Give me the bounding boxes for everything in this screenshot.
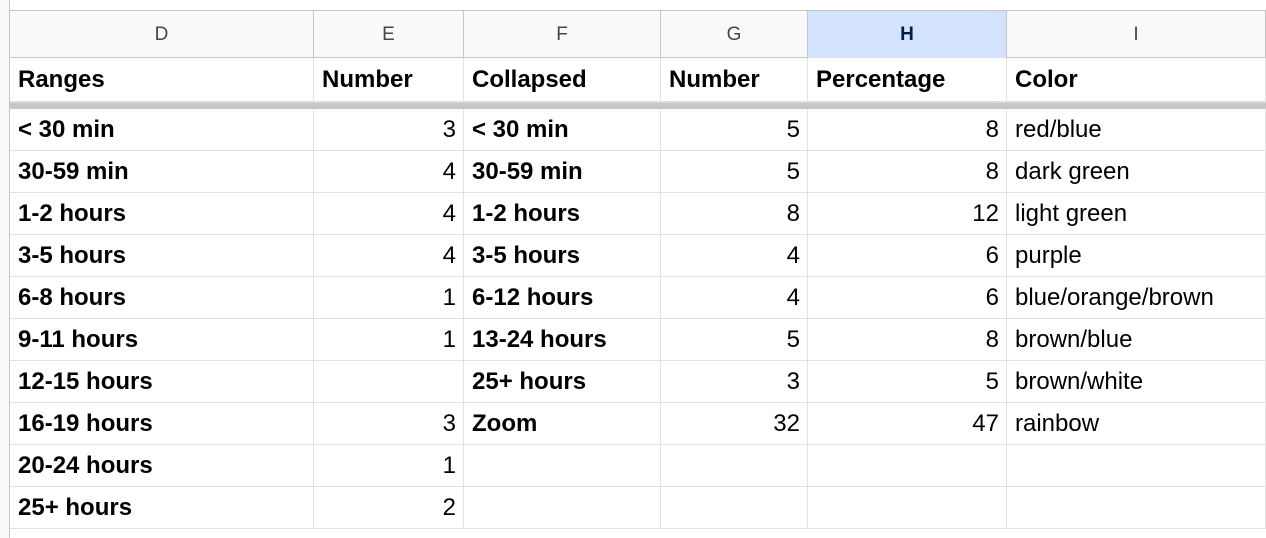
color-cell[interactable]: brown/blue bbox=[1007, 319, 1266, 360]
range-cell[interactable]: 30-59 min bbox=[10, 151, 314, 192]
number-cell[interactable]: 4 bbox=[314, 235, 464, 276]
collapsed-number-cell[interactable]: 5 bbox=[661, 319, 808, 360]
header-cell-number-2[interactable]: Number bbox=[661, 58, 808, 101]
header-cell-color[interactable]: Color bbox=[1007, 58, 1266, 101]
header-cell-percentage[interactable]: Percentage bbox=[808, 58, 1007, 101]
header-cell-number[interactable]: Number bbox=[314, 58, 464, 101]
collapsed-cell[interactable]: 1-2 hours bbox=[464, 193, 661, 234]
number-cell[interactable]: 1 bbox=[314, 319, 464, 360]
range-cell[interactable]: 1-2 hours bbox=[10, 193, 314, 234]
column-header-e[interactable]: E bbox=[314, 11, 464, 58]
column-header-f[interactable]: F bbox=[464, 11, 661, 58]
row-header-strip bbox=[0, 0, 10, 538]
table-row: 6-8 hours 1 6-12 hours 4 6 blue/orange/brown bbox=[10, 277, 1266, 319]
range-cell[interactable]: < 30 min bbox=[10, 109, 314, 150]
number-cell[interactable]: 4 bbox=[314, 151, 464, 192]
collapsed-number-cell[interactable] bbox=[661, 487, 808, 528]
collapsed-number-cell[interactable]: 5 bbox=[661, 109, 808, 150]
range-cell[interactable]: 3-5 hours bbox=[10, 235, 314, 276]
table-row: 30-59 min 4 30-59 min 5 8 dark green bbox=[10, 151, 1266, 193]
collapsed-cell[interactable] bbox=[464, 445, 661, 486]
table-row: 1-2 hours 4 1-2 hours 8 12 light green bbox=[10, 193, 1266, 235]
collapsed-cell[interactable]: < 30 min bbox=[464, 109, 661, 150]
frozen-row-divider[interactable] bbox=[10, 101, 1266, 109]
color-cell[interactable]: blue/orange/brown bbox=[1007, 277, 1266, 318]
color-cell[interactable]: red/blue bbox=[1007, 109, 1266, 150]
percentage-cell[interactable]: 8 bbox=[808, 319, 1007, 360]
percentage-cell[interactable]: 47 bbox=[808, 403, 1007, 444]
collapsed-number-cell[interactable]: 3 bbox=[661, 361, 808, 402]
percentage-cell[interactable]: 8 bbox=[808, 151, 1007, 192]
collapsed-number-cell[interactable]: 5 bbox=[661, 151, 808, 192]
table-row: 25+ hours 2 bbox=[10, 487, 1266, 529]
header-row: Ranges Number Collapsed Number Percentag… bbox=[10, 58, 1266, 101]
color-cell[interactable]: light green bbox=[1007, 193, 1266, 234]
table-row: 3-5 hours 4 3-5 hours 4 6 purple bbox=[10, 235, 1266, 277]
column-header-g[interactable]: G bbox=[661, 11, 808, 58]
number-cell[interactable] bbox=[314, 361, 464, 402]
table-row: 16-19 hours 3 Zoom 32 47 rainbow bbox=[10, 403, 1266, 445]
collapsed-cell[interactable]: Zoom bbox=[464, 403, 661, 444]
percentage-cell[interactable]: 12 bbox=[808, 193, 1007, 234]
collapsed-number-cell[interactable]: 32 bbox=[661, 403, 808, 444]
number-cell[interactable]: 2 bbox=[314, 487, 464, 528]
cell-grid: Ranges Number Collapsed Number Percentag… bbox=[10, 58, 1266, 529]
number-cell[interactable]: 4 bbox=[314, 193, 464, 234]
table-row: 20-24 hours 1 bbox=[10, 445, 1266, 487]
number-cell[interactable]: 3 bbox=[314, 403, 464, 444]
collapsed-cell[interactable]: 3-5 hours bbox=[464, 235, 661, 276]
column-header-h[interactable]: H bbox=[808, 11, 1007, 58]
percentage-cell[interactable] bbox=[808, 487, 1007, 528]
color-cell[interactable] bbox=[1007, 487, 1266, 528]
collapsed-cell[interactable]: 25+ hours bbox=[464, 361, 661, 402]
percentage-cell[interactable]: 5 bbox=[808, 361, 1007, 402]
header-cell-ranges[interactable]: Ranges bbox=[10, 58, 314, 101]
color-cell[interactable] bbox=[1007, 445, 1266, 486]
header-cell-collapsed[interactable]: Collapsed bbox=[464, 58, 661, 101]
top-spacer bbox=[0, 0, 1266, 10]
collapsed-cell[interactable]: 6-12 hours bbox=[464, 277, 661, 318]
collapsed-number-cell[interactable]: 4 bbox=[661, 277, 808, 318]
collapsed-number-cell[interactable]: 8 bbox=[661, 193, 808, 234]
data-rows: < 30 min 3 < 30 min 5 8 red/blue 30-59 min 4 30-… bbox=[10, 109, 1266, 529]
range-cell[interactable]: 16-19 hours bbox=[10, 403, 314, 444]
collapsed-number-cell[interactable]: 4 bbox=[661, 235, 808, 276]
range-cell[interactable]: 25+ hours bbox=[10, 487, 314, 528]
color-cell[interactable]: brown/white bbox=[1007, 361, 1266, 402]
collapsed-number-cell[interactable] bbox=[661, 445, 808, 486]
percentage-cell[interactable]: 6 bbox=[808, 277, 1007, 318]
collapsed-cell[interactable]: 13-24 hours bbox=[464, 319, 661, 360]
table-row: 12-15 hours 25+ hours 3 5 brown/white bbox=[10, 361, 1266, 403]
range-cell[interactable]: 6-8 hours bbox=[10, 277, 314, 318]
number-cell[interactable]: 1 bbox=[314, 277, 464, 318]
range-cell[interactable]: 9-11 hours bbox=[10, 319, 314, 360]
color-cell[interactable]: purple bbox=[1007, 235, 1266, 276]
column-header-i[interactable]: I bbox=[1007, 11, 1266, 58]
collapsed-cell[interactable] bbox=[464, 487, 661, 528]
collapsed-cell[interactable]: 30-59 min bbox=[464, 151, 661, 192]
range-cell[interactable]: 20-24 hours bbox=[10, 445, 314, 486]
color-cell[interactable]: rainbow bbox=[1007, 403, 1266, 444]
number-cell[interactable]: 3 bbox=[314, 109, 464, 150]
number-cell[interactable]: 1 bbox=[314, 445, 464, 486]
percentage-cell[interactable] bbox=[808, 445, 1007, 486]
column-headers: D E F G H I bbox=[10, 10, 1266, 58]
table-row: < 30 min 3 < 30 min 5 8 red/blue bbox=[10, 109, 1266, 151]
range-cell[interactable]: 12-15 hours bbox=[10, 361, 314, 402]
percentage-cell[interactable]: 8 bbox=[808, 109, 1007, 150]
table-row: 9-11 hours 1 13-24 hours 5 8 brown/blue bbox=[10, 319, 1266, 361]
color-cell[interactable]: dark green bbox=[1007, 151, 1266, 192]
percentage-cell[interactable]: 6 bbox=[808, 235, 1007, 276]
column-header-d[interactable]: D bbox=[10, 11, 314, 58]
